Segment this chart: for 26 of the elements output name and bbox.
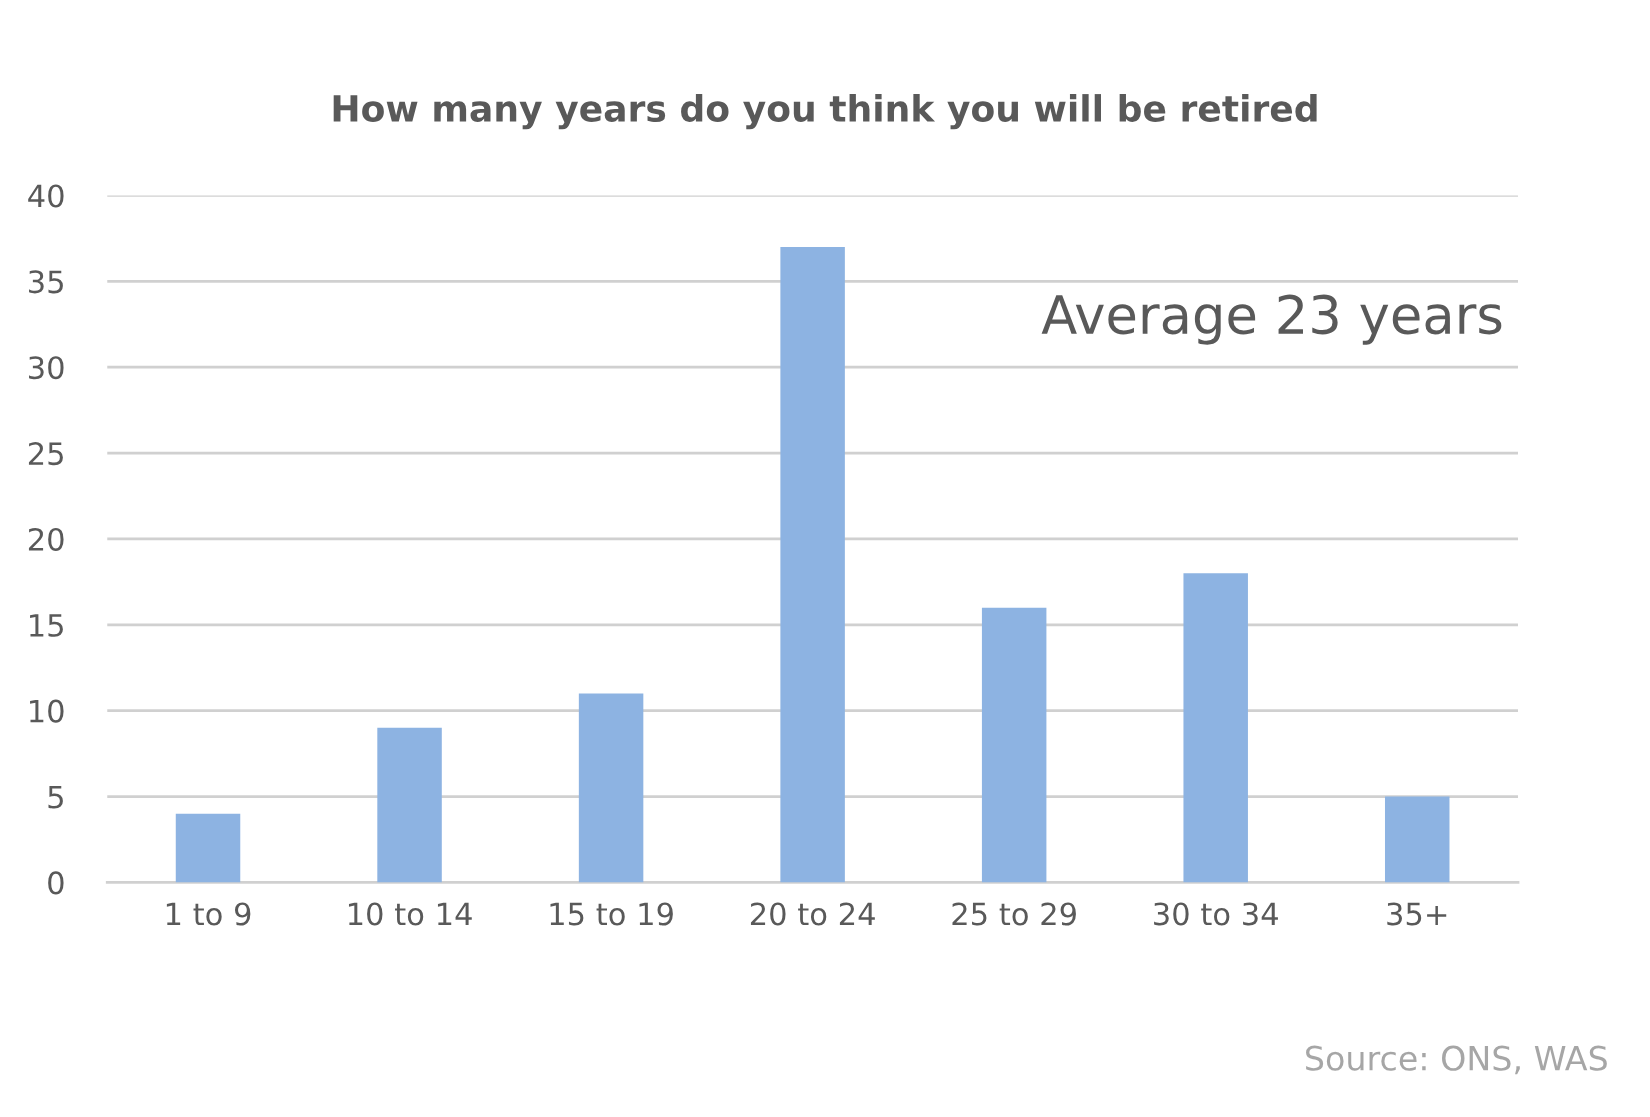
y-tick-label: 10 <box>30 699 64 723</box>
bar <box>377 727 442 883</box>
annotation: Average 23 years <box>1041 294 1502 345</box>
y-tick-label: 20 <box>28 527 64 551</box>
y-tick-label: 35 <box>29 270 63 294</box>
bar <box>1384 796 1450 883</box>
bar <box>981 607 1047 883</box>
bar <box>1183 573 1248 883</box>
bar <box>578 693 644 883</box>
source-note: Source: ONS, WAS <box>1306 1045 1607 1075</box>
y-tick-label: 25 <box>28 442 63 466</box>
y-tick-label: 30 <box>29 356 64 380</box>
bar <box>780 247 845 883</box>
x-tick-label: 25 to 29 <box>952 902 1076 926</box>
y-tick-label: 15 <box>30 614 63 637</box>
x-tick-label: 10 to 14 <box>348 902 472 926</box>
chart-title: How many years do you think you will be retired <box>333 94 1317 130</box>
y-tick-label: 5 <box>48 785 63 809</box>
x-tick-label: 1 to 9 <box>166 902 251 926</box>
x-tick-label: 15 to 19 <box>550 902 673 926</box>
x-tick-label: 35+ <box>1387 902 1447 926</box>
bar <box>175 813 241 883</box>
x-tick-label: 20 to 24 <box>750 902 875 926</box>
y-tick-label: 40 <box>28 184 64 208</box>
y-tick-label: 0 <box>48 871 64 895</box>
x-tick-label: 30 to 34 <box>1154 902 1278 926</box>
